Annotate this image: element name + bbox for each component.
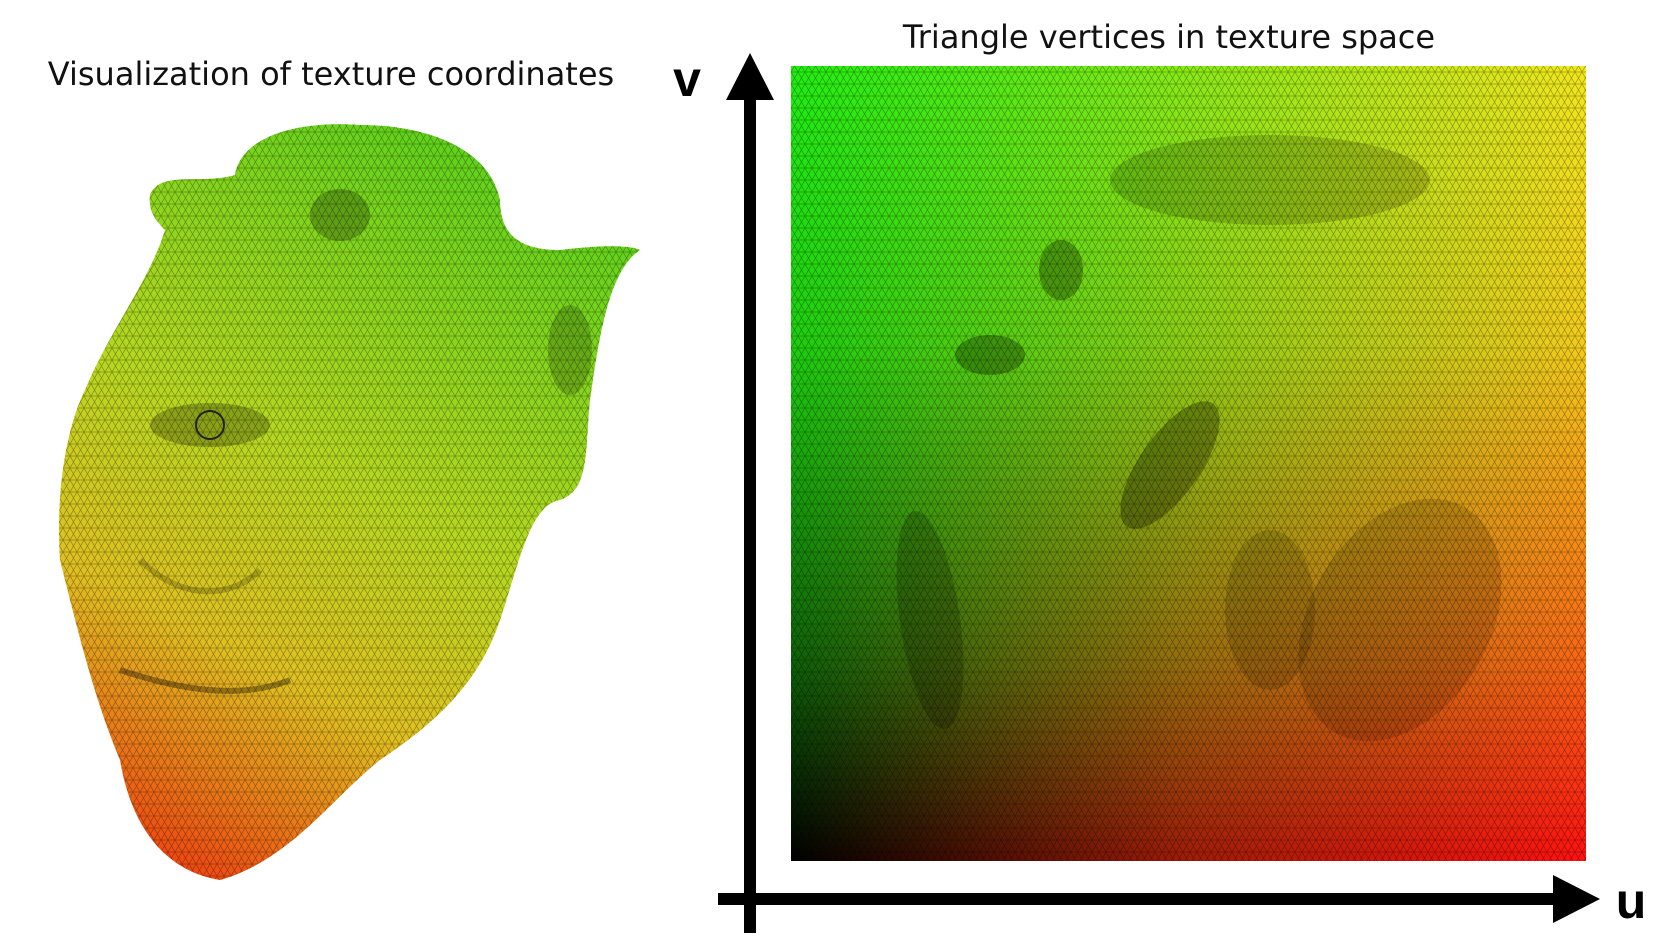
right-title: Triangle vertices in texture space	[902, 18, 1435, 56]
u-axis-label: u	[1616, 873, 1647, 929]
v-axis-label: v	[673, 51, 701, 107]
texture-square	[791, 66, 1586, 861]
axes	[718, 53, 1600, 933]
left-title: Visualization of texture coordinates	[48, 55, 614, 93]
head-mesh	[59, 124, 641, 880]
